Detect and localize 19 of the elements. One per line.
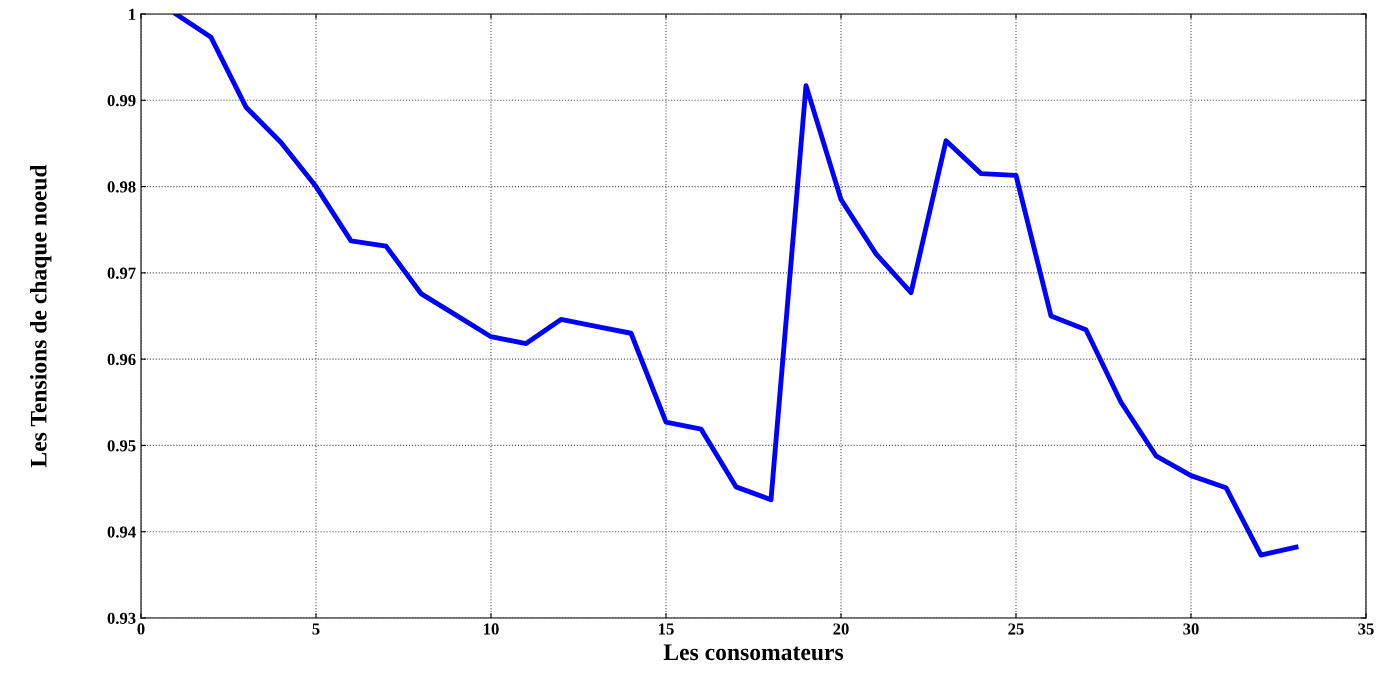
y-tick-label: 0.96: [107, 353, 136, 366]
x-tick-label: 0: [137, 623, 145, 635]
y-axis-title: Les Tensions de chaque noeud: [30, 164, 52, 468]
x-axis-title: Les consomateurs: [663, 644, 844, 661]
y-tick-label: 0.93: [107, 612, 136, 625]
x-tick-label: 25: [1008, 623, 1024, 635]
y-tick-label: 0.98: [107, 181, 136, 193]
y-tick-label: 1: [129, 8, 136, 20]
x-tick-label: 15: [659, 623, 674, 635]
line-series: [173, 14, 1299, 558]
y-tick-label: 0.97: [107, 267, 136, 279]
x-tick-label: 30: [1183, 623, 1199, 635]
y-tick-label: 0.95: [107, 440, 136, 452]
x-tick-label: 35: [1358, 623, 1374, 635]
x-tick-label: 10: [484, 623, 499, 635]
y-tick-label: 0.99: [107, 94, 136, 107]
y-tick-label: 0.94: [107, 526, 136, 538]
x-tick-label: 20: [833, 623, 849, 635]
x-tick-label: 5: [312, 623, 320, 635]
